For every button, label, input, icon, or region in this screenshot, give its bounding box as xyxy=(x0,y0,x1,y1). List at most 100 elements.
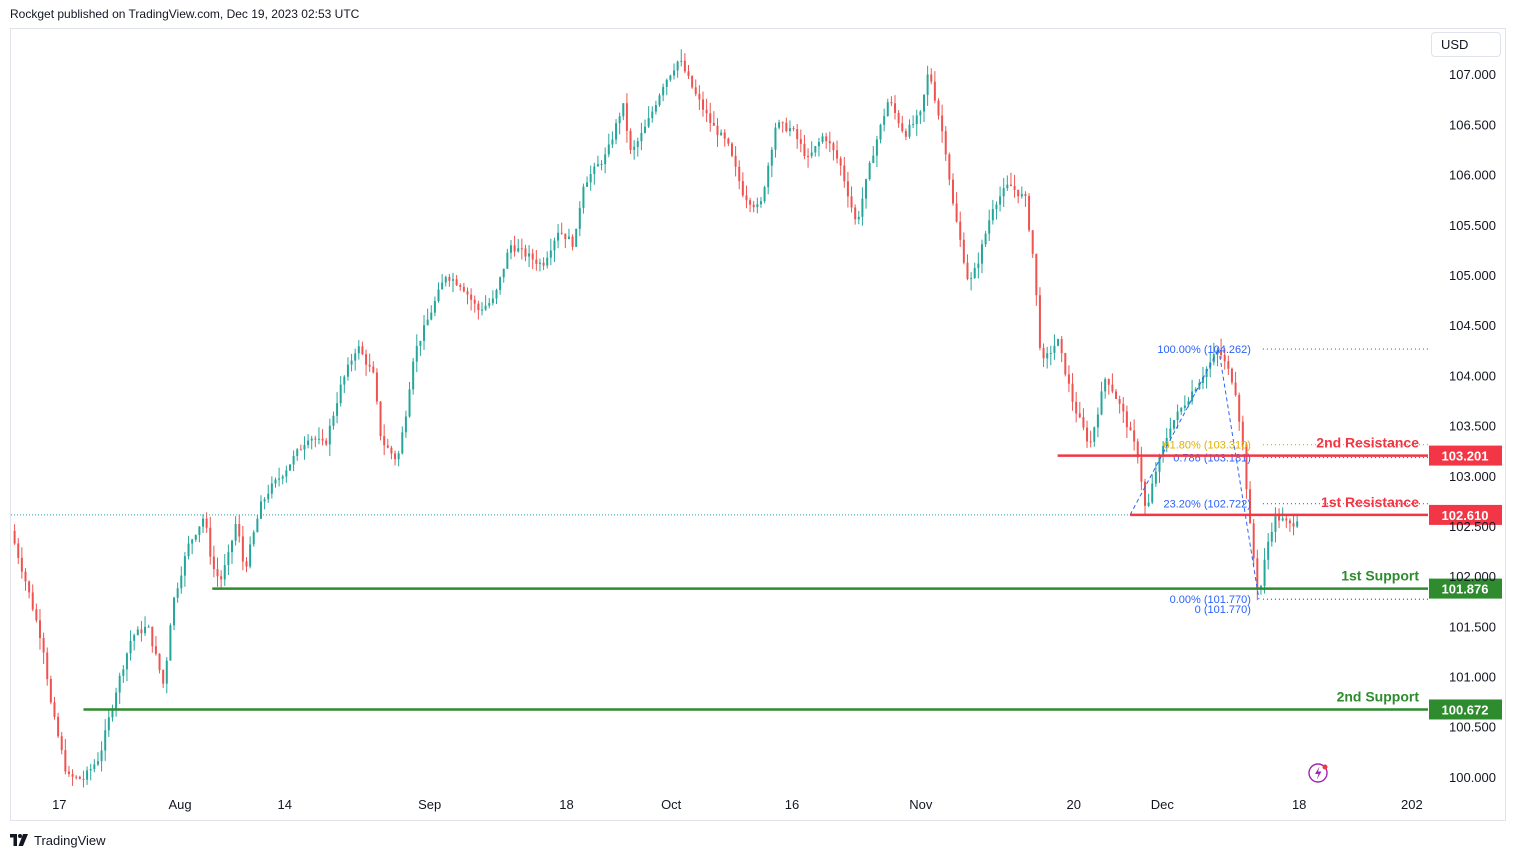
candle-body xyxy=(288,464,291,471)
candle-body xyxy=(691,76,694,88)
candle-body xyxy=(1263,559,1266,587)
candle-body xyxy=(89,769,92,771)
candle-body xyxy=(332,415,335,426)
candle-body xyxy=(394,453,397,460)
x-tick-label: Nov xyxy=(909,797,933,812)
candle-body xyxy=(665,79,668,87)
candle-body xyxy=(231,540,234,553)
fib-level-label: 100.00% (104.262) xyxy=(1157,344,1251,356)
candle-body xyxy=(111,708,114,718)
x-tick-label: 18 xyxy=(559,797,573,812)
y-tick-label: 105.000 xyxy=(1449,268,1496,283)
candle-body xyxy=(1198,382,1201,390)
candle-body xyxy=(915,115,918,125)
currency-button[interactable]: USD xyxy=(1431,32,1501,57)
candle-body xyxy=(173,597,176,626)
level-price-label: 103.201 xyxy=(1442,449,1489,464)
candle-body xyxy=(828,141,831,144)
candle-body xyxy=(1046,353,1049,359)
candle-body xyxy=(241,536,244,562)
candle-body xyxy=(412,361,415,390)
candle-body xyxy=(557,232,560,241)
candle-body xyxy=(1053,345,1056,353)
candle-body xyxy=(372,366,375,373)
candle-body xyxy=(488,303,491,306)
candle-body xyxy=(1140,457,1143,482)
fib-level-label: 0 (101.770) xyxy=(1195,604,1251,616)
candle-body xyxy=(1296,521,1299,527)
candle-body xyxy=(720,132,723,136)
y-tick-label: 100.000 xyxy=(1449,770,1496,785)
candle-body xyxy=(850,196,853,208)
fib-trend-line xyxy=(1129,348,1220,516)
candle-body xyxy=(1031,230,1034,254)
x-tick-label: Dec xyxy=(1151,797,1175,812)
candle-body xyxy=(1006,184,1009,189)
candle-body xyxy=(752,204,755,208)
candle-body xyxy=(586,182,589,187)
candle-body xyxy=(1078,413,1081,418)
candle-body xyxy=(147,626,150,628)
candle-body xyxy=(832,143,835,151)
candle-body xyxy=(582,186,585,208)
candle-body xyxy=(535,259,538,264)
candle-body xyxy=(1020,194,1023,197)
candle-body xyxy=(1125,411,1128,428)
candle-body xyxy=(734,155,737,167)
candle-body xyxy=(839,158,842,166)
candle-body xyxy=(1292,523,1295,527)
candle-body xyxy=(528,253,531,257)
candle-body xyxy=(1075,401,1078,414)
candle-body xyxy=(781,122,784,124)
candle-body xyxy=(868,162,871,180)
fibonacci-layer: 100.00% (104.262)61.80% (103.310)0.786 (… xyxy=(1129,344,1428,616)
candle-body xyxy=(28,581,31,593)
candle-body xyxy=(654,105,657,112)
candle-body xyxy=(1256,558,1259,590)
candle-body xyxy=(1089,441,1092,443)
level-price-badge xyxy=(1429,699,1502,720)
candle-body xyxy=(604,154,607,164)
lightning-icon-dot xyxy=(1322,764,1328,770)
candle-body xyxy=(212,556,215,570)
candle-body xyxy=(100,750,103,762)
candle-body xyxy=(1227,361,1230,369)
candle-body xyxy=(455,279,458,286)
candle-body xyxy=(339,384,342,404)
level-name: 2nd Support xyxy=(1337,688,1420,704)
candle-body xyxy=(767,165,770,188)
candle-body xyxy=(223,565,226,580)
candle-body xyxy=(593,166,596,175)
candle-body xyxy=(1118,398,1121,404)
candle-body xyxy=(846,181,849,197)
candle-body xyxy=(60,736,63,751)
candle-body xyxy=(368,364,371,367)
candle-body xyxy=(96,761,99,765)
candle-body xyxy=(234,524,237,541)
candle-body xyxy=(386,445,389,448)
candle-body xyxy=(1093,427,1096,442)
candle-body xyxy=(452,279,455,281)
candle-body xyxy=(187,543,190,557)
candle-body xyxy=(169,625,172,661)
candle-body xyxy=(180,575,183,589)
candle-body xyxy=(1230,368,1233,383)
candle-body xyxy=(836,150,839,159)
candle-body xyxy=(843,165,846,182)
candle-body xyxy=(1035,253,1038,296)
candle-body xyxy=(1187,401,1190,406)
candle-body xyxy=(466,291,469,295)
candle-body xyxy=(1158,456,1161,472)
candle-body xyxy=(759,201,762,205)
candle-body xyxy=(430,312,433,320)
candle-body xyxy=(644,126,647,133)
candle-body xyxy=(93,764,96,770)
candle-body xyxy=(1151,483,1154,503)
candle-body xyxy=(560,232,563,234)
candle-body xyxy=(227,552,230,566)
candle-body xyxy=(1147,502,1150,506)
candle-body xyxy=(1057,339,1060,346)
candle-body xyxy=(517,248,520,252)
footer: TradingView xyxy=(10,831,106,849)
